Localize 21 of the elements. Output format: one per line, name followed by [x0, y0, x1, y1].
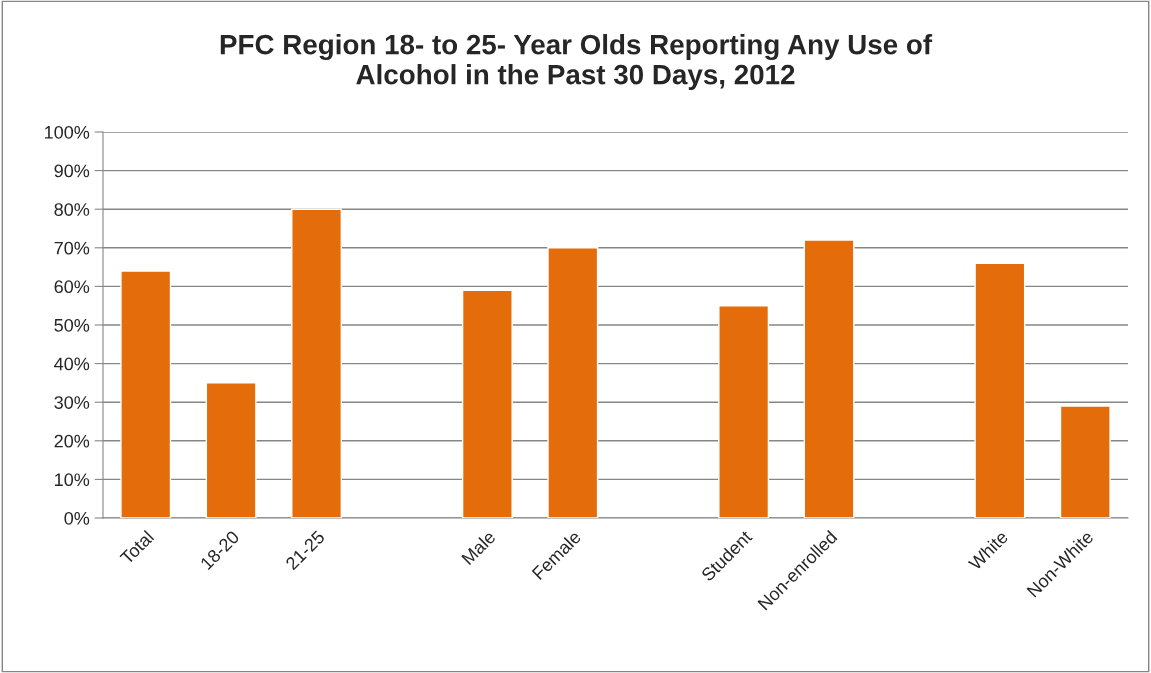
bar — [205, 382, 257, 518]
y-tick-label: 60% — [54, 280, 90, 294]
bar — [547, 247, 599, 518]
y-tick-label: 0% — [64, 511, 90, 525]
y-tick-label: 10% — [55, 473, 90, 487]
y-tick-label: 80% — [54, 203, 90, 216]
y-tick-label: 40% — [54, 357, 90, 371]
bar — [461, 289, 513, 518]
y-tick-label: 100% — [45, 125, 90, 139]
chart-title: PFC Region 18- to 25- Year Olds Reporting Any Use of Alcohol in the Past 30 Days, 2012 — [220, 34, 933, 90]
y-tick-label: 50% — [54, 318, 90, 332]
bar — [803, 239, 855, 518]
bar — [120, 270, 172, 518]
bar — [974, 262, 1026, 518]
bar — [291, 208, 343, 518]
y-tick-label: 90% — [54, 164, 90, 178]
bar — [1059, 405, 1111, 518]
y-tick-label: 20% — [54, 434, 90, 448]
bar — [718, 305, 770, 518]
y-tick-label: 70% — [54, 241, 90, 255]
y-tick-label: 30% — [54, 396, 90, 409]
